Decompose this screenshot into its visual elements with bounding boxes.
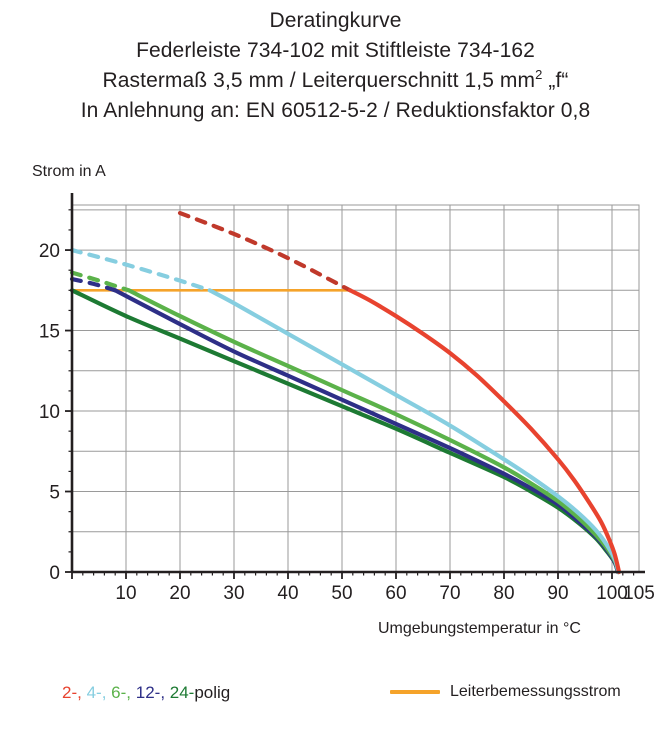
legend-poles-suffix: polig <box>194 683 231 702</box>
y-tick-label-10: 10 <box>39 402 60 423</box>
x-axis-title: Umgebungstemperatur in °C <box>378 620 581 637</box>
legend-pole-2: 2- <box>62 683 78 702</box>
axis-ticks <box>65 209 635 579</box>
chart-title-block: Deratingkurve Federleiste 734-102 mit St… <box>0 0 671 126</box>
x-tick-label-60: 60 <box>385 583 406 604</box>
legend-separator: , <box>126 683 136 702</box>
y-tick-label-0: 0 <box>49 563 60 584</box>
x-tick-label-10: 10 <box>115 583 136 604</box>
series-line-12-polig-extrapolated <box>69 276 118 293</box>
legend-separator: , <box>101 683 112 702</box>
legend-pole-24: 24- <box>169 683 195 702</box>
x-tick-label-80: 80 <box>493 583 514 604</box>
x-tick-label-70: 70 <box>439 583 460 604</box>
title-line-3-tail: „f“ <box>542 69 569 92</box>
x-tick-label-40: 40 <box>277 583 298 604</box>
series-line-2-polig-extrapolated <box>177 210 353 293</box>
y-axis-title: Strom in A <box>32 163 106 180</box>
title-line-4: In Anlehnung an: EN 60512-5-2 / Reduktio… <box>80 99 591 122</box>
legend-pole-4: 4- <box>86 683 102 702</box>
y-tick-label-20: 20 <box>39 241 60 262</box>
plot-frame <box>71 204 640 573</box>
series-line-4-polig <box>207 288 621 575</box>
x-tick-label-20: 20 <box>169 583 190 604</box>
axes-layer <box>70 193 645 574</box>
title-line-3-superscript: 2 <box>535 67 543 82</box>
legend-separator: , <box>160 683 170 702</box>
x-tick-label-50: 50 <box>331 583 352 604</box>
x-tick-label-105: 105 <box>623 583 655 604</box>
series-line-12-polig <box>113 288 621 575</box>
title-line-2: Federleiste 734-102 mit Stiftleiste 734-… <box>136 39 535 62</box>
legend-pole-6: 6- <box>111 683 127 702</box>
series-line-6-polig <box>126 288 621 575</box>
title-line-1: Deratingkurve <box>269 9 402 32</box>
title-line-3: Rastermaß 3,5 mm / Leiterquerschnitt 1,5… <box>0 66 671 96</box>
legend-pole-12: 12- <box>135 683 161 702</box>
x-tick-label-100: 100 <box>596 583 628 604</box>
legend-poles: 2-, 4-, 6-, 12-, 24-polig <box>62 683 230 703</box>
legend-line-swatch <box>390 690 440 694</box>
legend-rated-current: Leiterbemessungsstrom <box>390 683 621 701</box>
series-line-4-polig-extrapolated <box>69 247 212 293</box>
series-line-6-polig-extrapolated <box>69 270 131 293</box>
series-layer <box>69 210 622 575</box>
legend-separator: , <box>77 683 87 702</box>
chart-legend: 2-, 4-, 6-, 12-, 24-polig Leiterbemessun… <box>0 683 671 713</box>
legend-rated-current-label: Leiterbemessungsstrom <box>450 683 621 700</box>
y-tick-label-5: 5 <box>49 483 60 504</box>
y-tick-label-15: 15 <box>39 322 60 343</box>
x-tick-label-90: 90 <box>547 583 568 604</box>
plot-area: 10 20 30 40 50 60 70 80 90 100 105 0 5 10 15 20 <box>0 185 671 605</box>
x-tick-label-30: 30 <box>223 583 244 604</box>
title-line-3-main: Rastermaß 3,5 mm / Leiterquerschnitt 1,5… <box>102 69 536 92</box>
series-line-2-polig <box>348 288 622 575</box>
major-gridlines <box>72 205 640 572</box>
